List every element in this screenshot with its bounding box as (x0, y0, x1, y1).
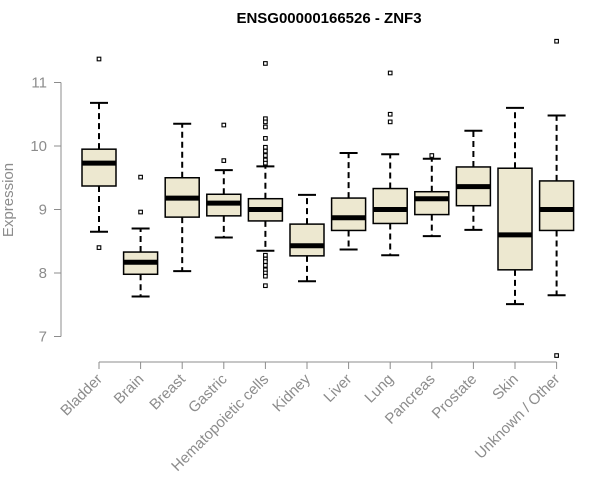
outlier-point (263, 119, 268, 125)
box-group (164, 122, 200, 273)
x-category-label: Liver (320, 371, 355, 406)
x-category-label: Bladder (57, 371, 106, 420)
y-tick-label: 9 (39, 202, 47, 219)
iqr-box (330, 197, 367, 232)
outlier-point (263, 136, 268, 141)
outlier-point (221, 122, 227, 128)
chart-title: ENSG00000166526 - ZNF3 (236, 10, 421, 27)
outlier-point (429, 153, 435, 158)
y-axis-label: Expression (0, 163, 17, 237)
x-category-label: Prostate (429, 371, 481, 423)
iqr-box (497, 167, 533, 271)
outlier-point (263, 259, 268, 264)
box-group (330, 151, 367, 251)
outlier-point (387, 119, 393, 125)
outlier-point (263, 283, 268, 289)
box-group (414, 153, 450, 238)
box-group (497, 106, 533, 306)
box-group (122, 174, 159, 298)
outlier-point (263, 252, 268, 258)
iqr-box (372, 187, 408, 225)
box-group (289, 193, 325, 283)
outlier-point (96, 56, 102, 62)
y-tick-label: 11 (31, 75, 47, 92)
outlier-point (263, 263, 268, 268)
y-axis: 7 8 9 10 11 (30, 75, 62, 346)
outlier-point (96, 245, 102, 250)
outlier-point (554, 353, 559, 358)
outlier-point (138, 174, 143, 180)
box-group (247, 61, 284, 289)
outlier-point (263, 124, 268, 130)
x-category-label: Lung (361, 371, 397, 407)
boxes-layer (81, 38, 575, 358)
x-category-label: Breast (146, 370, 189, 413)
outlier-point (138, 209, 143, 215)
box-group (538, 38, 575, 358)
iqr-box (289, 223, 325, 257)
box-group (206, 122, 242, 239)
iqr-box (538, 180, 575, 232)
x-category-label: Kidney (269, 370, 314, 415)
outlier-point (263, 148, 268, 154)
outlier-point (263, 61, 268, 66)
outlier-point (263, 144, 268, 150)
box-group (372, 70, 408, 257)
outlier-point (221, 158, 227, 163)
y-tick-label: 10 (30, 138, 47, 155)
box-group (455, 129, 492, 231)
outlier-point (387, 70, 393, 76)
iqr-box (81, 148, 117, 187)
outlier-point (263, 160, 268, 166)
outlier-point (554, 38, 559, 44)
y-tick-label: 7 (39, 329, 47, 346)
outlier-point (263, 153, 268, 158)
x-category-label: Brain (111, 371, 148, 408)
x-category-label: Skin (489, 371, 522, 404)
iqr-box (414, 190, 450, 216)
outlier-point (263, 273, 268, 279)
y-tick-label: 8 (39, 265, 47, 282)
box-group (81, 56, 117, 250)
outlier-point (387, 111, 393, 117)
